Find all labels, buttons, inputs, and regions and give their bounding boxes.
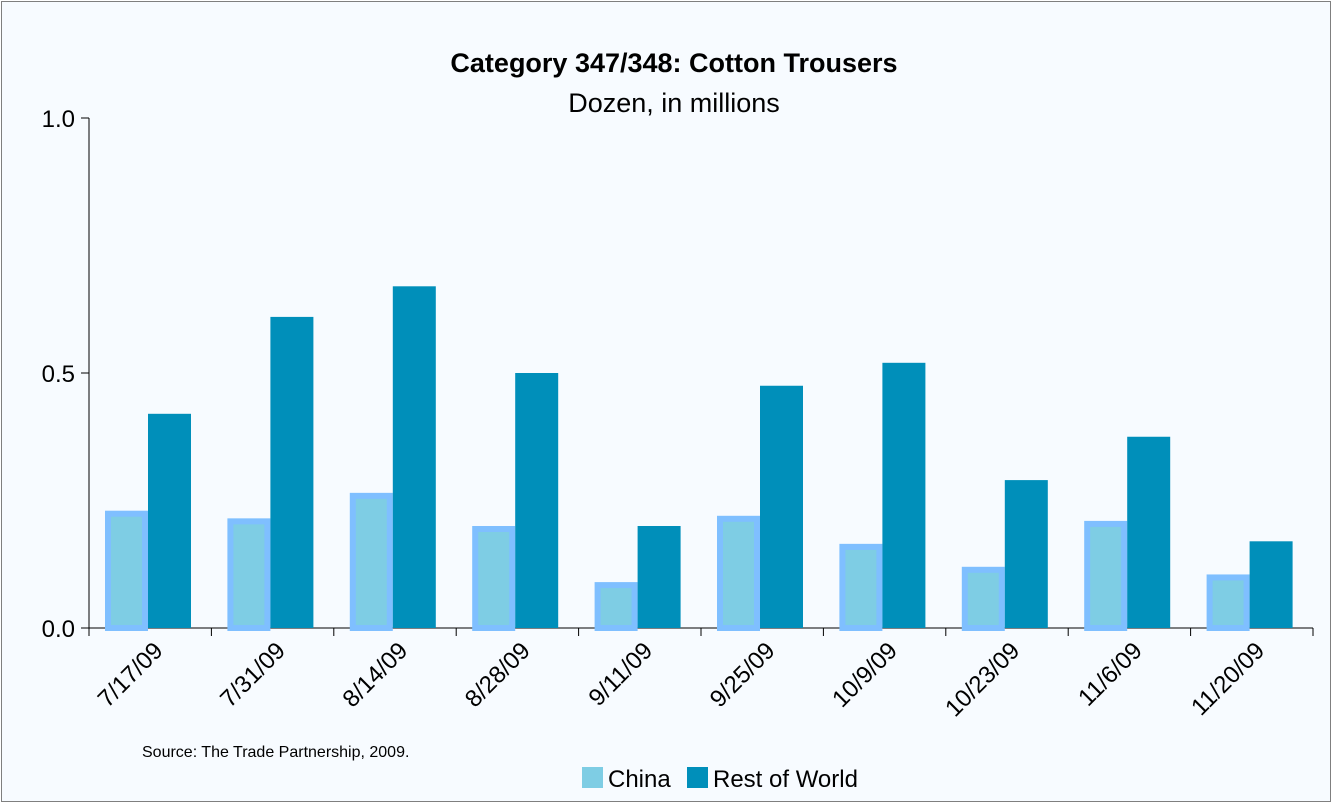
bar-rest-of-world — [760, 385, 803, 628]
bar-china — [227, 518, 271, 631]
bar-china — [105, 510, 148, 632]
legend-label: China — [608, 766, 671, 793]
bar-china — [961, 566, 1005, 631]
bar-china — [594, 582, 638, 631]
x-category-label: 9/25/09 — [705, 637, 781, 713]
bar-rest-of-world — [1004, 480, 1048, 628]
bar-rest-of-world — [882, 362, 926, 628]
x-category-label: 8/14/09 — [338, 637, 414, 713]
bars — [105, 286, 1293, 632]
bar-china — [349, 492, 393, 631]
x-category-label: 8/28/09 — [460, 637, 536, 713]
bar-china — [1206, 574, 1250, 632]
y-tick-label: 0.5 — [42, 361, 75, 388]
bar-rest-of-world — [637, 526, 681, 628]
bar-rest-of-world — [148, 413, 191, 628]
x-category-label: 10/23/09 — [940, 637, 1025, 722]
bar-china — [717, 515, 760, 631]
bar-china — [472, 526, 516, 631]
x-category-label: 9/11/09 — [584, 637, 658, 711]
bar-rest-of-world — [1249, 541, 1293, 628]
bar-rest-of-world — [270, 316, 314, 628]
bar-rest-of-world — [392, 286, 436, 628]
bar-rest-of-world — [515, 373, 559, 628]
bar-rest-of-world — [1127, 436, 1171, 628]
y-tick-label: 1.0 — [42, 106, 75, 133]
legend-swatch — [582, 767, 603, 788]
x-category-label: 7/31/09 — [215, 637, 291, 713]
legend-swatch — [687, 767, 708, 788]
category-labels: 7/17/09 7/31/09 8/14/09 8/28/09 9/11/09 9/25/… — [93, 637, 1270, 722]
bar-china — [839, 543, 883, 631]
y-tick-label: 0.0 — [42, 616, 75, 643]
x-category-label: 11/6/09 — [1073, 637, 1147, 711]
x-category-label: 10/9/09 — [827, 637, 903, 713]
x-category-label: 7/17/09 — [93, 637, 169, 713]
legend: China Rest of World — [582, 766, 858, 793]
source-note: Source: The Trade Partnership, 2009. — [142, 744, 409, 761]
legend-label: Rest of World — [713, 766, 858, 793]
chart-title: Category 347/348: Cotton Trousers — [450, 48, 897, 78]
chart-subtitle: Dozen, in millions — [568, 88, 780, 118]
bar-china — [1084, 520, 1128, 632]
x-category-label: 11/20/09 — [1186, 637, 1270, 721]
